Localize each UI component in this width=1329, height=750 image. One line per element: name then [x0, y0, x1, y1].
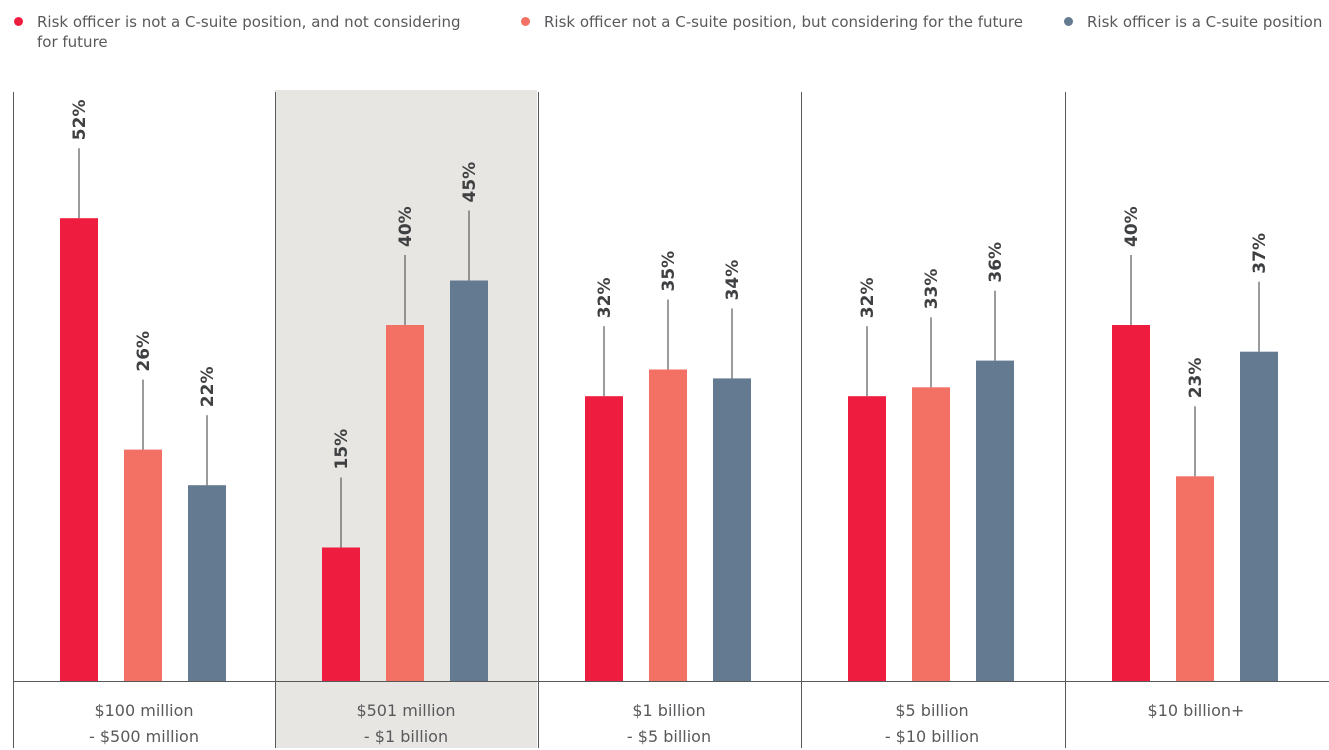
bar [124, 449, 162, 681]
bar [60, 218, 98, 681]
category-label: $10 billion+ [1065, 698, 1327, 724]
data-label: 34% [723, 260, 743, 301]
bar [450, 280, 488, 681]
legend-label: Risk officer not a C-suite position, but… [544, 13, 1023, 31]
legend-dot-icon [1064, 17, 1073, 26]
legend: Risk officer is not a C-suite position, … [0, 0, 1329, 60]
category-label: $5 billion - $10 billion [801, 698, 1063, 750]
data-label: 15% [332, 429, 352, 470]
bar [976, 360, 1014, 681]
legend-item-not-c-suite-considering: Risk officer not a C-suite position, but… [521, 12, 1051, 32]
legend-dot-icon [521, 17, 530, 26]
bar [912, 387, 950, 681]
data-label: 52% [70, 99, 90, 140]
data-label: 40% [396, 206, 416, 247]
category-label-line1: $10 billion+ [1147, 701, 1245, 720]
data-label: 37% [1250, 233, 1270, 274]
bar [1176, 476, 1214, 681]
legend-label: Risk officer is a C-suite position [1087, 13, 1323, 31]
category-label-line1: $501 million [356, 701, 456, 720]
legend-item-c-suite: Risk officer is a C-suite position [1064, 12, 1328, 32]
bar [1112, 325, 1150, 681]
data-label: 22% [198, 366, 218, 407]
category-label: $501 million - $1 billion [275, 698, 537, 750]
bar [649, 369, 687, 681]
bar [585, 396, 623, 681]
category-label-line2: - $10 billion [884, 727, 980, 746]
bar [188, 485, 226, 681]
bar [322, 547, 360, 681]
legend-label: Risk officer is not a C-suite position, … [37, 13, 461, 51]
data-label: 32% [595, 277, 615, 318]
bar [848, 396, 886, 681]
category-label-line2: - $1 billion [363, 727, 449, 746]
legend-dot-icon [14, 17, 23, 26]
category-label: $100 million - $500 million [13, 698, 275, 750]
data-label: 45% [460, 162, 480, 203]
bar [386, 325, 424, 681]
category-label-line1: $100 million [94, 701, 194, 720]
data-label: 40% [1122, 206, 1142, 247]
data-label: 23% [1186, 358, 1206, 399]
category-label-line2: - $5 billion [626, 727, 712, 746]
category-label-line1: $1 billion [632, 701, 706, 720]
data-label: 32% [858, 277, 878, 318]
legend-item-not-c-suite-not-considering: Risk officer is not a C-suite position, … [14, 12, 484, 52]
category-label: $1 billion - $5 billion [538, 698, 800, 750]
category-label-line2: - $500 million [89, 727, 199, 746]
bar [1240, 351, 1278, 681]
data-label: 35% [659, 251, 679, 292]
bar [713, 378, 751, 681]
data-label: 36% [986, 242, 1006, 283]
data-label: 33% [922, 269, 942, 310]
data-label: 26% [134, 331, 154, 372]
category-label-line1: $5 billion [895, 701, 969, 720]
